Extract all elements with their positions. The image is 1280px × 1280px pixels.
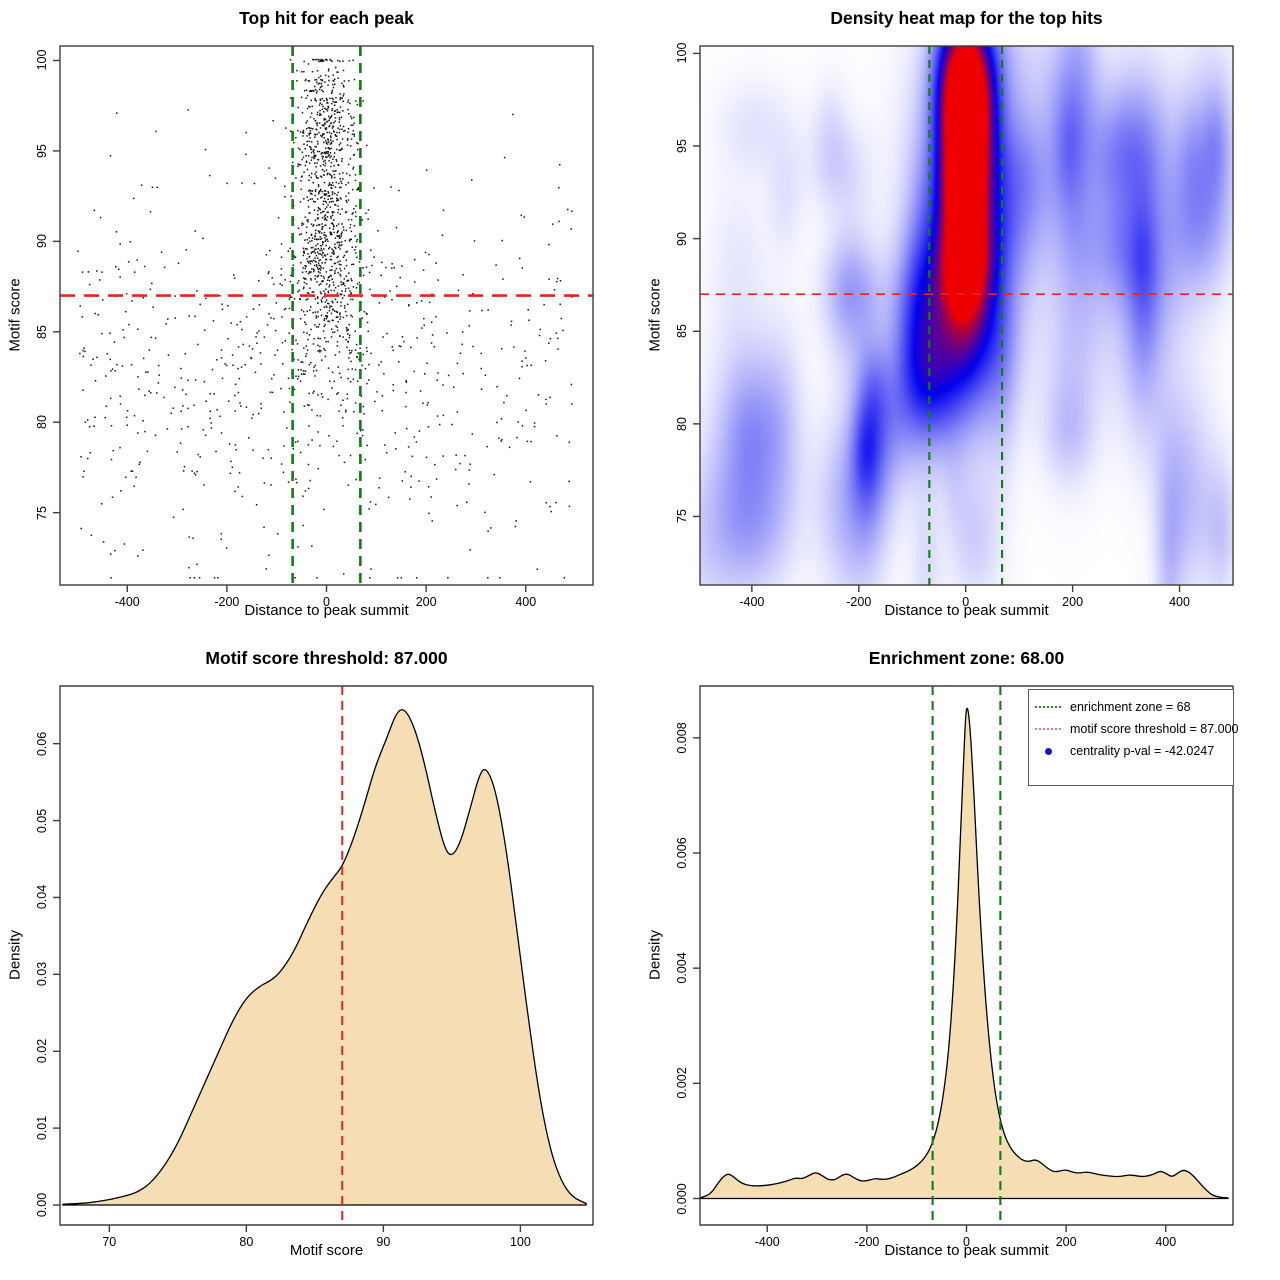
y-axis-title-score-density: Density xyxy=(6,929,24,981)
y-axis-title-heatmap: Motif score xyxy=(646,278,664,352)
page-title-scatter: Top hit for each peak xyxy=(239,8,414,28)
y-tick-label: 90 xyxy=(675,231,689,246)
y-tick-label: 0.03 xyxy=(35,962,49,987)
panel-summit-distance-density: Enrichment zone: 68.00 Distance to peak … xyxy=(640,640,1280,1280)
y-axis-title-scatter: Motif score xyxy=(6,278,24,352)
x-axis-title-heatmap: Distance to peak summit xyxy=(884,602,1049,619)
x-axis-title-distance-density: Distance to peak summit xyxy=(884,1242,1049,1259)
legend-item-motif-threshold: motif score threshold = 87.000 xyxy=(1035,718,1239,740)
y-tick-label: 0.04 xyxy=(35,885,49,910)
legend-label: enrichment zone = 68 xyxy=(1070,700,1191,714)
y-tick-label: 95 xyxy=(35,143,49,158)
x-tick-label: 200 xyxy=(415,595,437,609)
page-title-distance-density: Enrichment zone: 68.00 xyxy=(868,648,1065,668)
panel-density-heatmap: Density heat map for the top hits Distan… xyxy=(640,0,1280,640)
score-density-canvas xyxy=(0,640,640,1280)
y-tick-label: 75 xyxy=(35,505,49,520)
page-title-heatmap: Density heat map for the top hits xyxy=(830,8,1103,28)
heatmap-canvas xyxy=(640,0,1280,640)
green-dotted-line-icon xyxy=(1035,706,1061,708)
x-tick-label: 200 xyxy=(1062,595,1084,609)
legend: enrichment zone = 68 motif score thresho… xyxy=(1028,689,1239,786)
y-tick-label: 90 xyxy=(35,234,49,249)
scatter-plot-canvas xyxy=(0,0,640,640)
legend-label: motif score threshold = 87.000 xyxy=(1070,722,1239,736)
legend-item-centrality-pval: centrality p-val = -42.0247 xyxy=(1035,740,1233,762)
y-tick-label: 0.05 xyxy=(35,808,49,833)
y-tick-label: 95 xyxy=(675,139,689,153)
panel-motif-score-density: Motif score threshold: 87.000 Motif scor… xyxy=(0,640,640,1280)
y-tick-label: 80 xyxy=(35,415,49,430)
y-tick-label: 75 xyxy=(675,509,689,524)
y-tick-label: 100 xyxy=(35,50,49,71)
panel-top-hit-scatter: Top hit for each peak Distance to peak s… xyxy=(0,0,640,640)
x-tick-label: -400 xyxy=(739,595,765,609)
x-tick-label: 400 xyxy=(1169,595,1190,609)
x-tick-label: 80 xyxy=(239,1235,254,1249)
x-axis-title-score-density: Motif score xyxy=(289,1242,364,1259)
y-tick-label: 0.00 xyxy=(35,1192,49,1218)
x-tick-label: -200 xyxy=(846,595,872,609)
x-tick-label: 0 xyxy=(323,595,330,609)
x-tick-label: -200 xyxy=(854,1235,880,1249)
x-tick-label: -200 xyxy=(214,595,240,609)
page-title-score-density: Motif score threshold: 87.000 xyxy=(205,648,448,668)
x-tick-label: 70 xyxy=(102,1235,117,1249)
x-tick-label: 100 xyxy=(509,1235,531,1249)
x-tick-label: -400 xyxy=(114,595,140,609)
x-tick-label: 400 xyxy=(1155,1235,1177,1249)
legend-item-enrichment-zone: enrichment zone = 68 xyxy=(1035,696,1233,718)
y-tick-label: 0.004 xyxy=(675,952,689,984)
x-tick-label: 0 xyxy=(962,595,970,609)
x-tick-label: 200 xyxy=(1055,1235,1077,1249)
y-tick-label: 0.01 xyxy=(35,1115,49,1141)
y-tick-label: 0.000 xyxy=(675,1182,689,1215)
y-tick-label: 0.008 xyxy=(675,722,689,754)
y-tick-label: 0.002 xyxy=(675,1067,689,1099)
x-tick-label: -400 xyxy=(754,1235,780,1249)
legend-label: centrality p-val = -42.0247 xyxy=(1070,744,1215,758)
y-tick-label: 80 xyxy=(675,416,689,431)
y-tick-label: 0.06 xyxy=(35,731,49,756)
red-dotted-line-icon xyxy=(1035,728,1061,730)
y-tick-label: 100 xyxy=(675,42,689,64)
x-tick-label: 90 xyxy=(376,1235,391,1249)
y-tick-label: 85 xyxy=(675,324,689,339)
y-tick-label: 0.006 xyxy=(675,837,689,869)
x-axis-title-scatter: Distance to peak summit xyxy=(244,602,409,619)
y-tick-label: 85 xyxy=(35,324,49,339)
blue-dot-icon xyxy=(1035,747,1061,755)
y-tick-label: 0.02 xyxy=(35,1039,49,1064)
x-tick-label: 0 xyxy=(963,1235,970,1249)
y-axis-title-distance-density: Density xyxy=(646,929,664,981)
x-tick-label: 400 xyxy=(515,595,537,609)
